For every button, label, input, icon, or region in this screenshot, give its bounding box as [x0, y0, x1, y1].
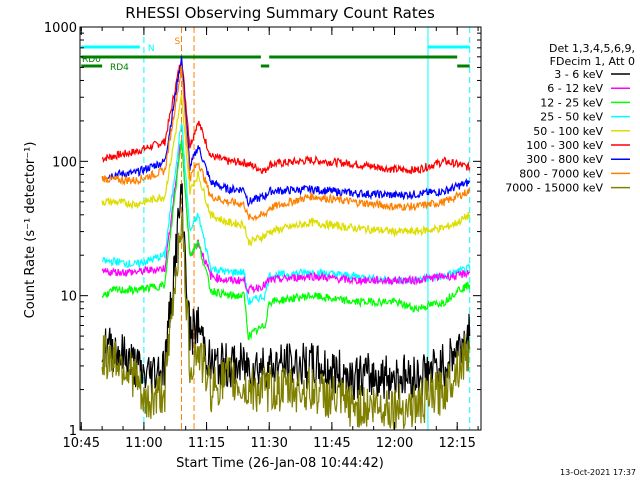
series-line-3-6-kev — [101, 183, 471, 401]
legend-label: 100 - 300 keV — [526, 139, 603, 152]
x-tick-label: 10:45 — [63, 436, 100, 451]
y-tick-label: 1000 — [44, 21, 77, 36]
x-tick-label: 12:15 — [438, 436, 475, 451]
series-line-50-100-kev — [101, 94, 471, 247]
chart-title: RHESSI Observing Summary Count Rates — [125, 4, 435, 22]
legend-label: 6 - 12 keV — [547, 82, 603, 95]
annotation-rd4: RD4 — [110, 63, 129, 73]
y-tick-label: 1 — [69, 424, 77, 439]
legend-label: 25 - 50 keV — [540, 111, 603, 124]
x-tick-label: 11:30 — [250, 436, 287, 451]
annotation-rd0: RD0 — [82, 55, 101, 65]
x-tick-label: 12:00 — [376, 436, 413, 451]
x-axis-label: Start Time (26-Jan-08 10:44:42) — [176, 456, 384, 471]
series-line-100-300-kev — [101, 60, 471, 175]
legend-label: 12 - 25 keV — [540, 96, 603, 109]
legend-header: FDecim 1, Att 0 — [550, 55, 635, 68]
x-tick-label: 11:00 — [125, 436, 162, 451]
annotation-n: N — [148, 44, 155, 54]
legend-label: 50 - 100 keV — [533, 125, 603, 138]
y-tick-label: 10 — [60, 290, 77, 305]
legend-label: 3 - 6 keV — [554, 68, 603, 81]
series-line-7000-15000-kev — [101, 211, 471, 430]
legend-header: Det 1,3,4,5,6,9, — [549, 42, 635, 55]
legend-label: 7000 - 15000 keV — [505, 182, 603, 195]
legend-label: 800 - 7000 keV — [519, 167, 603, 180]
annotation-s: S — [175, 37, 181, 47]
legend: Det 1,3,4,5,6,9,FDecim 1, Att 03 - 6 keV… — [505, 42, 635, 195]
y-tick-label: 100 — [52, 155, 77, 170]
legend-label: 300 - 800 keV — [526, 153, 603, 166]
series-line-6-12-kev — [101, 140, 471, 295]
x-tick-label: 11:15 — [188, 436, 225, 451]
plot-frame — [79, 26, 482, 431]
series-line-12-25-kev — [101, 140, 471, 341]
y-axis-label: Count Rate (s⁻¹ detector⁻¹) — [23, 142, 38, 319]
timestamp: 13-Oct-2021 17:37 — [560, 468, 636, 477]
series-line-300-800-kev — [102, 56, 471, 208]
series-line-800-7000-kev — [101, 65, 471, 222]
x-tick-label: 11:45 — [313, 436, 350, 451]
